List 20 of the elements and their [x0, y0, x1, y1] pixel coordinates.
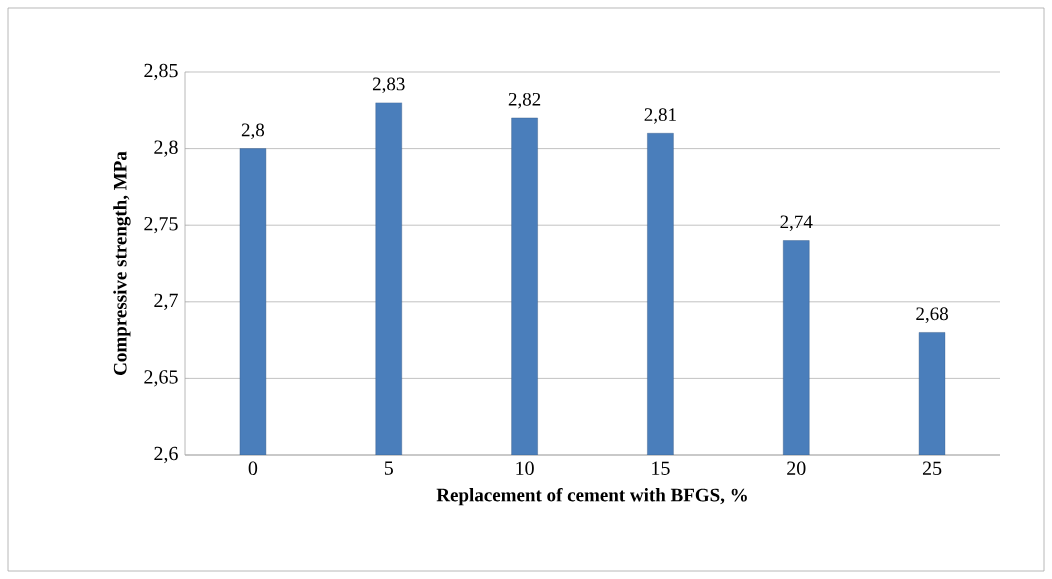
y-tick-label: 2,75 [144, 217, 178, 234]
y-tick-label: 2,85 [144, 63, 178, 81]
y-tick-label: 2,6 [154, 446, 178, 464]
y-axis-title: Compressive strength, MPa [113, 151, 131, 375]
data-label: 2,74 [780, 215, 813, 231]
data-label: 2,8 [241, 123, 265, 140]
x-axis-title: Replacement of cement with BFGS, % [436, 487, 747, 506]
data-label: 2,83 [372, 77, 405, 94]
x-tick-label: 5 [384, 461, 393, 475]
x-tick-label: 25 [922, 461, 942, 475]
x-tick-label: 15 [652, 461, 670, 475]
x-tick-label: 10 [516, 461, 534, 476]
y-tick-label: 2,7 [154, 293, 178, 310]
y-tick-label: 2,8 [154, 140, 178, 157]
data-label: 2,82 [508, 92, 541, 109]
data-label: 2,68 [916, 307, 948, 323]
x-tick-label: 20 [787, 461, 806, 476]
data-label: 2,81 [644, 108, 676, 124]
x-tick-label: 0 [248, 461, 258, 476]
y-tick-label: 2,65 [144, 370, 178, 387]
